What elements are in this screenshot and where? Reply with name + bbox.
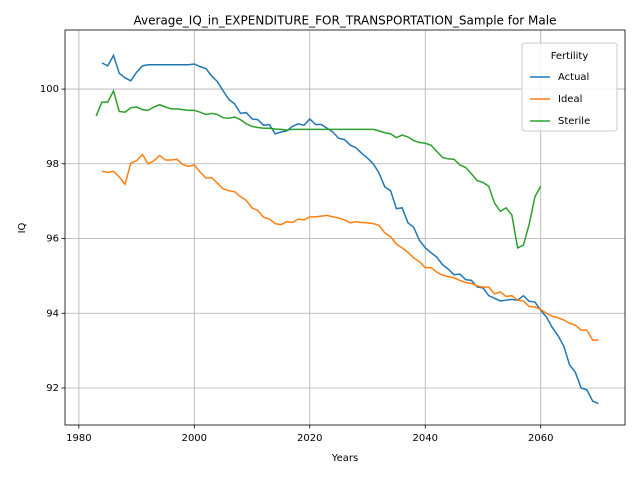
legend-label: Ideal (558, 94, 582, 105)
y-tick-label: 100 (40, 84, 59, 95)
x-tick-label: 2060 (528, 433, 553, 444)
line-series (95, 88, 542, 249)
legend-label: Actual (558, 72, 589, 83)
line-series (101, 53, 599, 405)
y-axis-label: IQ (17, 222, 28, 233)
legend-title: Fertility (551, 51, 589, 62)
axes-frame (64, 29, 626, 426)
x-tick-label: 1980 (66, 433, 91, 444)
y-tick-label: 94 (46, 308, 59, 319)
y-tick-label: 92 (46, 383, 59, 394)
line-series (101, 153, 599, 341)
x-tick-label: 2020 (297, 433, 322, 444)
y-tick-label: 98 (46, 159, 59, 170)
chart-title: Average_IQ_in_EXPENDITURE_FOR_TRANSPORTA… (134, 14, 557, 28)
x-tick-label: 2040 (413, 433, 438, 444)
x-tick-label: 2000 (182, 433, 207, 444)
x-axis-label: Years (331, 453, 358, 464)
y-tick-label: 96 (46, 234, 59, 245)
legend-label: Sterile (558, 116, 590, 127)
legend-box (521, 42, 618, 132)
